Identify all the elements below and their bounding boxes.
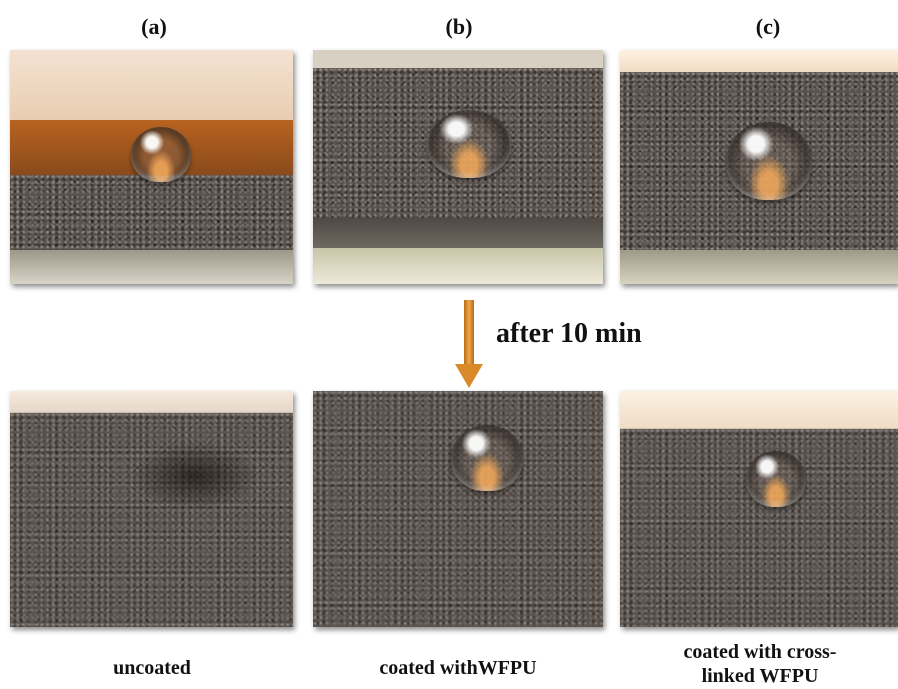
column-label-a: (a) [141,14,167,39]
absorbed-water-stain [130,441,260,511]
photo-bottom-a [10,391,293,627]
caption-c: coated with cross- linked WFPU [683,641,837,687]
column-label-b: (b) [445,14,473,39]
water-droplet [726,122,812,200]
caption-b: coated withWFPU [379,657,537,679]
water-droplet [746,451,806,507]
photo-top-c [620,50,898,284]
photo-top-b [313,50,603,284]
water-droplet [427,110,511,178]
caption-a: uncoated [113,657,191,679]
down-arrow-icon [455,300,483,388]
column-label-c: (c) [755,14,781,39]
water-droplet [131,127,191,182]
photo-bottom-c [620,391,898,627]
photo-bottom-b [313,391,603,627]
water-droplet [451,425,523,491]
photo-top-a [10,50,293,284]
after-time-label: after 10 min [496,318,642,349]
